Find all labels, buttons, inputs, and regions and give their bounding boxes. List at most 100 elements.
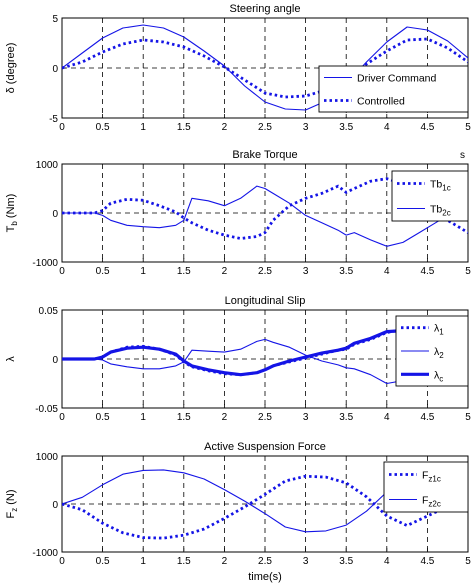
y-axis-label: Fz (N) [5, 489, 19, 518]
legend-entry-sub: 2 [439, 351, 444, 360]
x-tick-label: 1.5 [177, 122, 191, 133]
chart-title: Brake Torque [232, 149, 297, 161]
x-tick-label: 2 [222, 266, 228, 277]
y-axis-label: Tb (Nm) [5, 194, 19, 233]
legend-entry-sub: z1c [428, 475, 440, 484]
x-tick-label: 1.5 [177, 556, 191, 567]
y-tick-label: -1000 [32, 258, 58, 269]
legend-entry-sub: z2c [428, 500, 440, 509]
legend-entry: Fz1c [422, 470, 441, 484]
x-tick-label: 3.5 [339, 122, 353, 133]
x-tick-label: 4 [384, 556, 390, 567]
legend-entry-name: λ [434, 323, 440, 335]
y-tick-label: 1000 [36, 160, 59, 171]
chart-title: Longitudinal Slip [225, 295, 306, 307]
y-tick-label: 1000 [36, 452, 59, 463]
y-axis-label-main: T [5, 225, 17, 232]
y-axis-label-main: δ (degree) [5, 43, 17, 94]
y-axis-label: δ (degree) [5, 43, 17, 94]
series-line-4-1 [62, 474, 468, 540]
x-tick-label: 5 [465, 266, 471, 277]
y-axis-label-unit: (Nm) [5, 194, 17, 222]
y-axis-label-unit: (N) [5, 489, 17, 507]
x-tick-label: 0 [59, 556, 65, 567]
legend-entry-name: λ [434, 369, 440, 381]
y-axis-label-main: λ [5, 356, 17, 362]
x-tick-label: 4.5 [420, 412, 434, 423]
x-tick-label: 3.5 [339, 556, 353, 567]
chart-title: Active Suspension Force [204, 441, 326, 453]
x-axis-label: time(s) [248, 571, 282, 583]
x-tick-label: 3 [303, 266, 309, 277]
legend-entry-sub: 1c [442, 184, 450, 193]
x-tick-label: 0 [59, 122, 65, 133]
legend-entry: Fz2c [422, 495, 441, 509]
x-tick-label: 3.5 [339, 266, 353, 277]
legend-entry: Tb2c [430, 204, 451, 218]
series-line-2-2 [62, 185, 468, 247]
y-axis-label-sub: b [10, 221, 19, 226]
x-tick-label: 4.5 [420, 266, 434, 277]
y-tick-label: 0.05 [39, 306, 59, 317]
y-axis-label-sub: z [10, 508, 19, 512]
y-tick-label: 0 [52, 355, 58, 366]
series-line-1-1 [62, 24, 468, 111]
x-tick-label: 1 [140, 556, 146, 567]
x-tick-label: 4 [384, 412, 390, 423]
y-tick-label: 0 [52, 500, 58, 511]
x-tick-label: 4.5 [420, 556, 434, 567]
x-tick-label: 1.5 [177, 266, 191, 277]
legend-entry-sub: 2c [442, 209, 450, 218]
x-tick-label: 4.5 [420, 122, 434, 133]
x-tick-label: 5 [465, 122, 471, 133]
legend-box [391, 170, 469, 222]
x-tick-label: 1.5 [177, 412, 191, 423]
y-axis-label-main: F [5, 512, 17, 519]
y-tick-label: -5 [49, 114, 58, 125]
legend-entry-name: F [422, 470, 428, 482]
legend-entry-name: Tb [430, 179, 442, 191]
legend: Driver Command Controlled [318, 65, 469, 113]
legend-entry-name: Controlled [357, 96, 405, 108]
x-tick-label: 2.5 [258, 556, 272, 567]
x-tick-label: 2.5 [258, 412, 272, 423]
legend-entry: Tb1c [430, 179, 451, 193]
x-tick-label: 4 [384, 266, 390, 277]
legend-box [383, 461, 469, 513]
legend-entry: Controlled [357, 96, 405, 108]
legend-entry: λ2 [434, 346, 444, 360]
chart-panel-3: 0 0.5 1 1.5 2 2.5 3 3.5 4 4.5 5-0.0500.05Longitudi… [5, 295, 471, 423]
legend-entry-name: Tb [430, 204, 442, 216]
series-line-3-2 [62, 338, 468, 385]
y-tick-label: 5 [52, 14, 58, 25]
x-tick-label: 2 [222, 556, 228, 567]
x-tick-label: 0.5 [96, 556, 110, 567]
legend-entry-name: Driver Command [357, 73, 437, 85]
legend-entry-name: λ [434, 346, 440, 358]
series-line-3-3 [62, 329, 468, 377]
legend-entry: Driver Command [357, 73, 437, 85]
x-tick-label: 0.5 [96, 122, 110, 133]
x-tick-label: 4 [384, 122, 390, 133]
legend-entry-sub: 1 [439, 328, 444, 337]
y-tick-label: 0 [52, 209, 58, 220]
x-tick-label: 3 [303, 412, 309, 423]
x-tick-label: 0.5 [96, 412, 110, 423]
x-tick-label: 1 [140, 122, 146, 133]
legend-entry-sub: c [439, 374, 443, 383]
x-tick-label: 1 [140, 266, 146, 277]
x-tick-label: 2.5 [258, 266, 272, 277]
x-tick-label: 5 [465, 412, 471, 423]
legend-box [318, 65, 469, 113]
x-tick-label: 3 [303, 122, 309, 133]
corner-mark: s [460, 150, 465, 161]
x-tick-label: 1 [140, 412, 146, 423]
legend-entry: λ1 [434, 323, 444, 337]
